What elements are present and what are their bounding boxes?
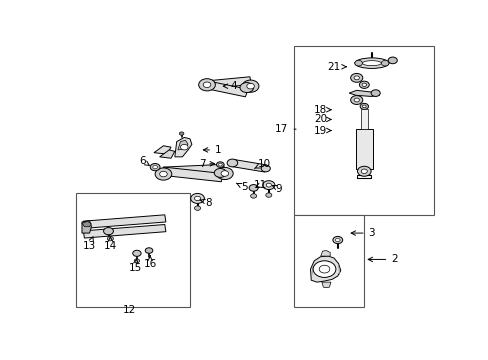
Polygon shape (321, 282, 330, 288)
Bar (294, 215, 364, 307)
Circle shape (350, 96, 362, 104)
Text: 7: 7 (199, 159, 205, 169)
Polygon shape (231, 159, 266, 172)
Text: 17: 17 (275, 124, 296, 134)
Circle shape (132, 250, 141, 256)
Circle shape (262, 181, 274, 190)
Polygon shape (83, 215, 165, 228)
Text: 19: 19 (313, 126, 330, 135)
Text: 13: 13 (83, 237, 96, 251)
Circle shape (221, 171, 228, 176)
Polygon shape (82, 221, 91, 233)
Circle shape (107, 237, 113, 241)
Circle shape (216, 162, 224, 167)
Text: 1: 1 (203, 145, 221, 155)
Circle shape (359, 81, 368, 89)
Ellipse shape (362, 61, 381, 66)
Circle shape (387, 57, 396, 64)
Text: 11: 11 (253, 180, 266, 190)
Text: 18: 18 (313, 105, 330, 115)
Text: 21: 21 (326, 62, 346, 72)
Circle shape (218, 163, 222, 166)
Circle shape (261, 165, 270, 172)
Text: 20: 20 (313, 114, 330, 125)
Ellipse shape (354, 58, 388, 68)
Circle shape (353, 98, 359, 102)
Circle shape (134, 259, 139, 263)
Circle shape (226, 159, 237, 167)
Polygon shape (175, 138, 191, 157)
Circle shape (214, 168, 226, 177)
Text: 16: 16 (143, 256, 157, 269)
Text: 14: 14 (103, 237, 117, 251)
Polygon shape (82, 221, 91, 227)
Circle shape (246, 84, 254, 89)
Circle shape (319, 265, 329, 273)
Circle shape (203, 82, 210, 87)
Circle shape (216, 167, 233, 180)
Polygon shape (206, 77, 251, 89)
Bar (76, 193, 189, 307)
Polygon shape (154, 146, 171, 154)
Polygon shape (205, 81, 248, 97)
Circle shape (159, 171, 167, 177)
Text: 12: 12 (122, 305, 136, 315)
Circle shape (155, 168, 171, 180)
Circle shape (240, 82, 253, 93)
Polygon shape (320, 251, 329, 256)
Circle shape (361, 169, 366, 174)
Text: 6: 6 (139, 156, 149, 166)
Circle shape (265, 183, 271, 187)
Circle shape (150, 163, 160, 171)
Circle shape (353, 76, 359, 80)
Text: 5: 5 (236, 183, 248, 192)
Circle shape (265, 193, 271, 197)
Text: 2: 2 (367, 255, 397, 264)
Polygon shape (163, 165, 224, 175)
Text: 4: 4 (223, 81, 236, 91)
Circle shape (242, 80, 259, 92)
Circle shape (179, 132, 183, 135)
Circle shape (190, 193, 204, 203)
Circle shape (357, 166, 370, 176)
Circle shape (180, 144, 188, 150)
Text: 3: 3 (350, 228, 374, 238)
Bar (355, 129, 372, 169)
Polygon shape (159, 150, 175, 158)
Polygon shape (178, 140, 188, 150)
Circle shape (335, 238, 339, 242)
Circle shape (362, 105, 366, 108)
Circle shape (350, 73, 362, 82)
Circle shape (145, 248, 153, 253)
Bar (294, 46, 433, 215)
Circle shape (198, 79, 215, 91)
Bar (360, 109, 367, 129)
Circle shape (250, 194, 256, 198)
Text: 10: 10 (254, 159, 270, 169)
Polygon shape (348, 90, 379, 96)
Text: 8: 8 (200, 198, 212, 208)
Circle shape (332, 237, 342, 244)
Polygon shape (310, 256, 340, 282)
Circle shape (370, 90, 380, 96)
Circle shape (103, 228, 113, 235)
Polygon shape (83, 225, 165, 238)
Circle shape (248, 185, 258, 191)
Circle shape (359, 103, 368, 109)
Circle shape (194, 196, 200, 201)
Circle shape (381, 60, 388, 66)
Polygon shape (163, 167, 223, 182)
Circle shape (312, 261, 335, 278)
Circle shape (354, 60, 362, 66)
Text: 15: 15 (128, 259, 142, 273)
Text: 9: 9 (272, 184, 282, 194)
Circle shape (361, 83, 366, 86)
Circle shape (194, 206, 200, 210)
Circle shape (153, 166, 157, 169)
